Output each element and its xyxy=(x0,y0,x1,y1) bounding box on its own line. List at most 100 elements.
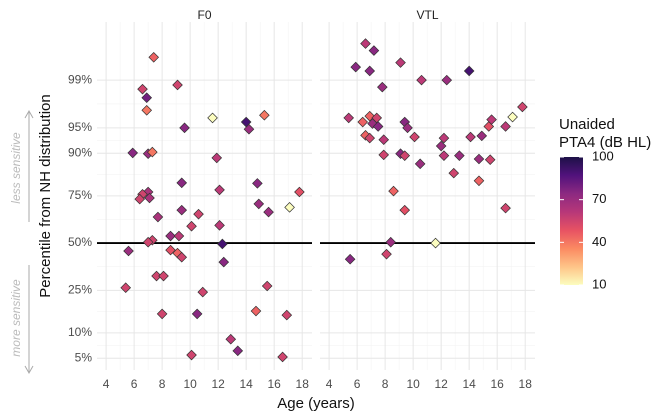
colorbar-title: PTA4 (dB HL) xyxy=(559,134,651,151)
x-tick-label: 10 xyxy=(183,377,197,391)
point xyxy=(252,178,263,189)
y-tick-label: 10% xyxy=(68,325,92,339)
facet-title: F0 xyxy=(197,8,211,22)
point xyxy=(214,184,225,196)
point xyxy=(465,131,476,143)
point xyxy=(377,81,388,93)
point xyxy=(381,248,392,260)
point xyxy=(378,149,390,161)
point xyxy=(137,83,148,95)
point xyxy=(399,150,411,161)
annotation: more sensitive xyxy=(9,279,23,357)
point xyxy=(448,167,460,179)
point xyxy=(151,270,162,282)
y-tick-label: 5% xyxy=(75,350,93,364)
point xyxy=(360,38,371,49)
colorbar-title: Unaided xyxy=(559,116,615,133)
point xyxy=(414,158,426,170)
point xyxy=(250,305,262,317)
point xyxy=(144,192,155,204)
y-tick-label: 95% xyxy=(68,120,92,134)
point xyxy=(294,186,305,198)
x-tick-label: 8 xyxy=(382,377,389,391)
point xyxy=(176,177,188,189)
point xyxy=(473,153,485,165)
x-tick-label: 14 xyxy=(462,377,476,391)
point xyxy=(214,220,225,231)
point xyxy=(430,237,441,249)
point xyxy=(402,122,413,134)
point xyxy=(484,154,496,165)
point xyxy=(158,270,169,282)
point xyxy=(225,333,237,345)
x-tick-label: 6 xyxy=(131,377,138,391)
point xyxy=(368,45,380,56)
point xyxy=(141,92,153,104)
point xyxy=(416,74,427,86)
x-tick-label: 18 xyxy=(519,377,533,391)
point xyxy=(507,111,518,123)
point xyxy=(261,280,273,292)
annotation: less sensitive xyxy=(9,132,23,204)
x-tick-label: 12 xyxy=(434,377,448,391)
x-tick-label: 4 xyxy=(103,377,110,391)
point xyxy=(191,308,203,320)
point xyxy=(438,150,450,161)
point xyxy=(186,220,197,232)
x-tick-label: 6 xyxy=(354,377,361,391)
point xyxy=(517,101,528,113)
point xyxy=(193,208,204,220)
point xyxy=(357,116,369,128)
point xyxy=(142,236,154,248)
x-tick-label: 10 xyxy=(406,377,420,391)
point xyxy=(344,253,356,265)
x-tick-label: 16 xyxy=(268,377,282,391)
arrow-head xyxy=(24,365,34,375)
point xyxy=(372,121,384,132)
point xyxy=(263,206,274,218)
point xyxy=(217,238,228,250)
point xyxy=(165,230,176,242)
point xyxy=(179,122,190,134)
y-tick-label: 50% xyxy=(68,235,92,249)
point xyxy=(186,349,197,361)
point xyxy=(277,351,288,363)
colorbar-tick-label: 40 xyxy=(592,234,606,249)
point xyxy=(207,112,218,124)
point xyxy=(388,185,399,197)
point xyxy=(486,114,497,125)
point xyxy=(123,245,134,257)
point xyxy=(152,211,164,223)
point xyxy=(141,104,153,116)
colorbar-tick-label: 100 xyxy=(592,148,614,163)
point xyxy=(395,57,406,68)
point xyxy=(364,65,376,77)
point xyxy=(500,202,511,214)
point xyxy=(120,282,132,294)
point xyxy=(281,309,293,321)
arrow-head xyxy=(24,109,34,119)
point xyxy=(364,132,376,144)
x-tick-label: 18 xyxy=(296,377,310,391)
point xyxy=(343,112,355,124)
point xyxy=(218,256,230,268)
colorbar xyxy=(560,157,583,285)
y-tick-label: 99% xyxy=(68,72,92,86)
point xyxy=(134,193,146,205)
colorbar-tick-label: 10 xyxy=(592,276,606,291)
point xyxy=(176,251,188,263)
point xyxy=(473,175,485,187)
point xyxy=(253,198,265,210)
colorbar-tick-label: 70 xyxy=(592,191,606,206)
x-tick-label: 8 xyxy=(159,377,166,391)
point xyxy=(476,130,488,142)
point xyxy=(385,236,397,248)
facet-title: VTL xyxy=(416,8,438,22)
point xyxy=(409,131,420,143)
point xyxy=(197,286,209,298)
x-tick-label: 16 xyxy=(491,377,505,391)
point xyxy=(350,61,362,73)
point xyxy=(435,140,447,152)
point xyxy=(438,132,450,144)
